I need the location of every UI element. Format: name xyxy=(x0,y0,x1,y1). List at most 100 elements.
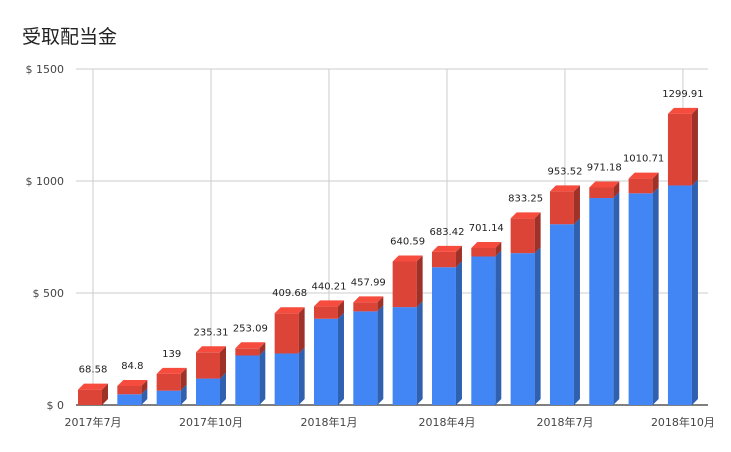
bar-top xyxy=(628,172,659,179)
bar-segment-blue xyxy=(549,224,574,405)
data-label: 833.25 xyxy=(508,193,543,204)
bar-segment-red xyxy=(431,251,456,268)
bar-segment-blue xyxy=(274,353,299,405)
data-label: 139 xyxy=(162,349,181,360)
data-label: 1010.71 xyxy=(623,154,664,165)
bar-segment-blue xyxy=(313,318,338,405)
bar-segment-red xyxy=(549,191,574,225)
data-label: 701.14 xyxy=(469,223,504,234)
bar-side-blue xyxy=(613,192,620,405)
bar-segment-red xyxy=(589,187,614,199)
bar-top xyxy=(195,346,226,353)
bar-top xyxy=(510,212,541,219)
bar-side-blue xyxy=(416,301,423,405)
bar-side-blue xyxy=(652,187,659,405)
bar-segment-red xyxy=(510,218,535,254)
bar-side-blue xyxy=(180,384,187,405)
bar-segment-blue xyxy=(431,267,456,405)
bar-segment-red xyxy=(313,306,338,319)
bar-side-blue xyxy=(455,261,462,405)
bar-segment-blue xyxy=(392,307,417,405)
bar-segment-red xyxy=(471,247,496,257)
bar-side-red xyxy=(102,383,108,405)
bar-segment-red xyxy=(628,178,653,194)
bar-segment-red xyxy=(235,348,260,356)
bar-top xyxy=(667,107,698,114)
x-tick-label: 2018年10月 xyxy=(651,415,715,429)
bar-segment-red xyxy=(392,261,417,308)
bar-side-red xyxy=(455,245,462,268)
bar-side-blue xyxy=(495,250,502,405)
bar-segment-blue xyxy=(156,390,181,405)
chart-title: 受取配当金 xyxy=(22,26,118,48)
bar-top xyxy=(353,296,384,303)
bar-top xyxy=(78,383,108,390)
bar-segment-blue xyxy=(471,256,496,405)
bar-top xyxy=(313,300,344,307)
bar-top xyxy=(235,342,266,349)
bar-segment-blue xyxy=(235,355,260,405)
bar-segment-red xyxy=(78,389,102,405)
bar-side-red xyxy=(141,380,148,395)
bar-side-blue xyxy=(573,218,580,405)
data-label: 235.31 xyxy=(193,327,228,338)
bar-side-red xyxy=(573,185,580,225)
bar-segment-red xyxy=(156,373,181,391)
bar-side-red xyxy=(219,346,226,379)
bar-top xyxy=(549,185,580,192)
y-tick-label: $ 500 xyxy=(33,287,65,300)
bar-side-blue xyxy=(691,179,698,405)
x-tick-label: 2018年4月 xyxy=(418,415,475,429)
bar-side-red xyxy=(691,107,698,186)
y-tick-label: $ 1000 xyxy=(26,175,65,188)
bar-top xyxy=(117,380,148,387)
bar-top xyxy=(431,245,462,252)
data-label: 68.58 xyxy=(79,365,108,376)
bar-side-red xyxy=(534,212,541,254)
data-label: 953.52 xyxy=(547,166,582,177)
bar-segment-red xyxy=(667,113,692,186)
bar-top xyxy=(274,307,305,314)
x-tick-label: 2018年7月 xyxy=(536,415,593,429)
bar-segment-blue xyxy=(510,253,535,405)
bar-side-red xyxy=(180,367,187,391)
bar-segment-blue xyxy=(628,193,653,405)
x-tick-label: 2017年7月 xyxy=(65,415,122,429)
bar-segment-blue xyxy=(667,185,692,405)
bar-top xyxy=(392,255,423,262)
bar-side-blue xyxy=(298,347,305,405)
bar-side-red xyxy=(298,307,305,354)
bar-side-red xyxy=(377,296,384,312)
data-label: 409.68 xyxy=(272,288,307,299)
bar-side-blue xyxy=(337,312,344,405)
bar-top xyxy=(156,367,187,374)
x-tick-label: 2017年10月 xyxy=(179,415,243,429)
bar-segment-red xyxy=(353,302,378,312)
bar-side-red xyxy=(495,241,502,257)
data-label: 253.09 xyxy=(233,323,268,334)
bar-side-blue xyxy=(377,305,384,405)
bar-segment-blue xyxy=(353,311,378,405)
y-tick-label: $ 1500 xyxy=(26,63,65,76)
y-tick-label: $ 0 xyxy=(47,399,65,412)
bar-side-red xyxy=(613,181,620,199)
data-label: 84.8 xyxy=(121,361,143,372)
bar-side-blue xyxy=(259,349,266,405)
data-label: 640.59 xyxy=(390,237,425,248)
bar-segment-blue xyxy=(117,394,142,405)
bar-side-blue xyxy=(534,247,541,405)
bar-segment-red xyxy=(195,352,220,379)
x-tick-label: 2018年1月 xyxy=(300,415,357,429)
data-label: 971.18 xyxy=(587,162,622,173)
bar-segment-red xyxy=(117,386,142,395)
data-label: 457.99 xyxy=(351,277,386,288)
data-label: 1299.91 xyxy=(662,89,703,100)
bar-segment-red xyxy=(274,313,299,354)
bar-top xyxy=(589,181,620,188)
bar-side-red xyxy=(652,172,659,194)
bar-top xyxy=(471,241,502,248)
data-label: 440.21 xyxy=(311,281,346,292)
bar-side-blue xyxy=(141,388,148,405)
